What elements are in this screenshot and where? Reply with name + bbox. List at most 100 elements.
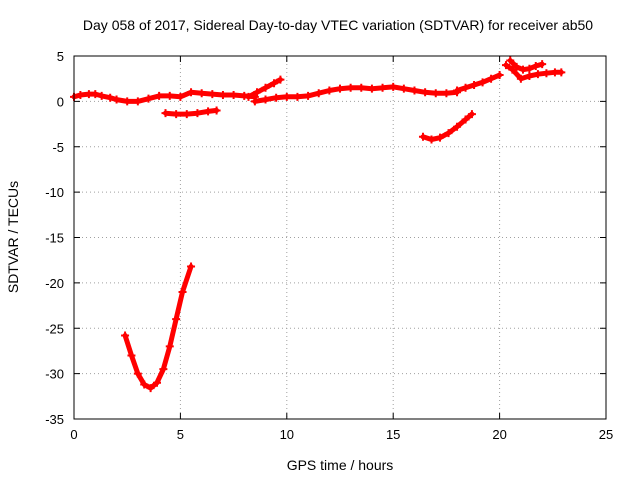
data-point [270, 79, 279, 88]
data-point [112, 95, 121, 104]
data-point [187, 88, 196, 97]
y-axis-label: SDTVAR / TECUs [5, 181, 21, 293]
data-point [325, 86, 334, 95]
data-point [106, 93, 115, 102]
grid-lines [74, 56, 606, 419]
data-point [410, 86, 419, 95]
data-point [470, 81, 479, 90]
data-point [121, 331, 130, 340]
data-point [357, 83, 366, 92]
data-point [487, 74, 496, 83]
series-trace [252, 84, 460, 104]
data-point [272, 93, 281, 102]
data-point [187, 262, 196, 271]
data-marks [70, 56, 566, 393]
series-arc-6 [501, 61, 566, 83]
data-point [508, 65, 517, 74]
data-point [204, 107, 213, 116]
x-tick-label: 15 [386, 427, 400, 442]
data-point [478, 78, 487, 87]
y-tick-label: -35 [45, 412, 64, 427]
data-point [531, 61, 540, 70]
data-point [165, 342, 174, 351]
data-point [525, 71, 534, 80]
x-tick-label: 10 [280, 427, 294, 442]
data-point [133, 97, 142, 106]
data-point [229, 91, 238, 100]
data-point [453, 86, 462, 95]
y-tick-label: -5 [52, 140, 64, 155]
data-point [91, 90, 100, 99]
data-point [461, 115, 470, 124]
data-point [172, 315, 181, 324]
data-point [427, 135, 436, 144]
data-point [218, 91, 227, 100]
data-point [97, 91, 106, 100]
data-point [495, 71, 504, 80]
data-point [442, 89, 451, 98]
x-tick-label: 25 [599, 427, 613, 442]
data-point [461, 83, 470, 92]
data-point [418, 132, 427, 141]
data-point [314, 89, 323, 98]
data-point [212, 106, 221, 115]
y-tick-label: 0 [57, 94, 64, 109]
data-point [146, 384, 155, 393]
axis-ticks: 0 5 10 15 20 25 -35 -30 -25 -20 -15 -10 -5 0 5 [45, 49, 613, 442]
data-point [123, 97, 132, 106]
data-point [378, 83, 387, 92]
data-point [421, 88, 430, 97]
x-tick-label: 0 [70, 427, 77, 442]
data-point [542, 69, 551, 78]
x-tick-label: 5 [177, 427, 184, 442]
series-arc-1 [70, 88, 259, 106]
series-arc-7 [506, 56, 547, 74]
series-arc-5 [453, 71, 504, 95]
data-point [165, 91, 174, 100]
data-point [304, 91, 313, 100]
series-arc-8 [418, 110, 476, 144]
data-point [250, 97, 259, 106]
data-point [261, 95, 270, 104]
data-point [244, 92, 253, 101]
data-point [159, 365, 168, 374]
chart-title: Day 058 of 2017, Sidereal Day-to-day VTE… [83, 17, 593, 33]
data-point [453, 122, 462, 131]
data-point [276, 75, 285, 84]
data-point [538, 60, 547, 69]
data-point [127, 351, 136, 360]
series-arc-3 [244, 75, 285, 101]
data-point [336, 84, 344, 93]
series-arc-4 [250, 82, 462, 106]
data-point [182, 110, 191, 119]
data-point [152, 378, 161, 387]
data-point [193, 109, 202, 118]
data-point [525, 64, 534, 73]
data-point [389, 82, 398, 91]
data-point [172, 110, 181, 119]
y-tick-label: -15 [45, 231, 64, 246]
data-point [436, 133, 445, 142]
data-point [282, 92, 291, 101]
x-axis-label: GPS time / hours [287, 457, 394, 473]
y-tick-label: -10 [45, 185, 64, 200]
data-point [467, 110, 476, 119]
data-point [76, 91, 85, 100]
data-point [161, 109, 170, 118]
data-point [512, 62, 521, 71]
data-point [533, 70, 542, 79]
data-point [178, 287, 187, 296]
data-point [293, 92, 302, 101]
data-point [133, 369, 142, 378]
data-point [444, 129, 453, 138]
data-point [253, 88, 262, 97]
data-point [516, 74, 525, 83]
data-point [501, 61, 510, 70]
data-point [176, 92, 185, 101]
data-point [399, 84, 408, 93]
data-point [431, 89, 440, 98]
series-arc-2 [161, 106, 221, 119]
data-point [155, 91, 164, 100]
y-tick-label: -25 [45, 321, 64, 336]
